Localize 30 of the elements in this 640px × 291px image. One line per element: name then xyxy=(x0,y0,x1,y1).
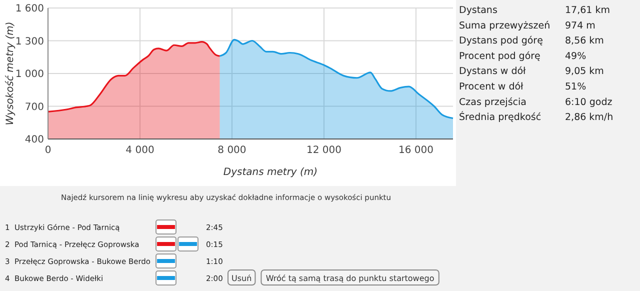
y-axis-title: Wysokość metry (m) xyxy=(4,22,16,126)
text: Średnia prędkość xyxy=(459,111,542,124)
text: Dystans w dół xyxy=(459,66,526,78)
text: Procent w dół xyxy=(459,82,524,92)
y-tick-label: 1 000 xyxy=(15,69,44,80)
x-tick-label: 8 000 xyxy=(218,145,246,156)
y-tick-label: 1 300 xyxy=(15,36,44,48)
text: Dystans pod górę xyxy=(459,36,544,47)
text: Czas przejścia xyxy=(459,96,526,108)
text: Wróć tą samą trasą do punktu startowego xyxy=(266,274,434,283)
text: 51% xyxy=(565,82,586,92)
x-tick-label: 12 000 xyxy=(306,145,342,156)
x-tick-label: 16 000 xyxy=(398,145,434,156)
x-axis-title: Dystans metry (m) xyxy=(223,167,318,178)
text: Dystans xyxy=(459,5,498,16)
x-tick-label: 0 xyxy=(44,145,52,156)
text: 2,86 km/h xyxy=(565,112,614,124)
text: Procent pod górę xyxy=(459,50,541,62)
y-tick-label: 1 600 xyxy=(15,4,44,14)
text: Suma przewyższeń xyxy=(459,20,550,32)
x-tick-label: 4 000 xyxy=(126,145,154,156)
y-tick-label: 700 xyxy=(24,102,44,113)
text: 974 m xyxy=(565,20,596,32)
text: 6:10 godz xyxy=(565,96,612,108)
y-tick-label: 400 xyxy=(24,134,44,146)
text: Usuń xyxy=(232,274,252,283)
text: 17,61 km xyxy=(565,5,610,16)
text: 9,05 km xyxy=(565,66,604,78)
text: 49% xyxy=(565,50,586,62)
text: 8,56 km xyxy=(565,36,604,47)
